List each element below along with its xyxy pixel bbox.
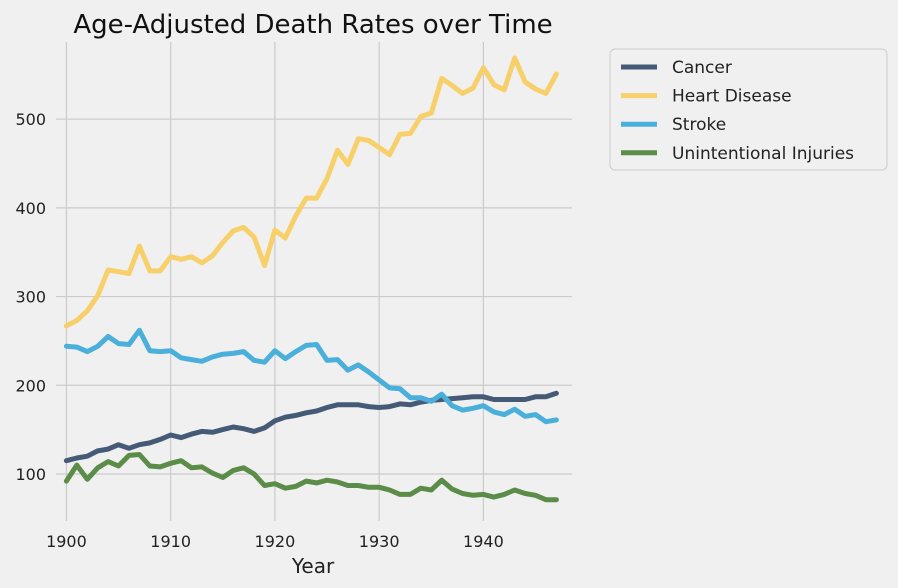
chart-title: Age-Adjusted Death Rates over Time [73, 10, 552, 40]
legend-box [609, 48, 888, 171]
x-axis-label: Year [291, 554, 335, 578]
x-tick-label: 1940 [463, 532, 504, 551]
legend-label: Cancer [672, 58, 732, 78]
tick-labels: 1900 1910 1920 1930 1940 100 200 300 400 500 [15, 110, 503, 551]
x-tick-label: 1900 [46, 532, 87, 551]
x-tick-label: 1910 [150, 532, 191, 551]
y-tick-label: 500 [15, 110, 46, 129]
series-line-1 [63, 55, 559, 329]
legend-label: Stroke [672, 115, 726, 135]
legend-label: Unintentional Injuries [672, 144, 854, 164]
grid [56, 42, 572, 521]
y-tick-label: 300 [15, 288, 46, 307]
y-tick-label: 200 [15, 376, 46, 395]
series-line-0 [63, 390, 559, 464]
x-tick-label: 1920 [255, 532, 296, 551]
legend: Cancer Heart Disease Stroke Unintentional I… [609, 48, 888, 171]
x-tick-label: 1930 [359, 532, 400, 551]
series-lines [63, 55, 559, 503]
y-tick-label: 100 [15, 465, 46, 484]
series-line-3 [63, 452, 559, 503]
legend-label: Heart Disease [672, 87, 792, 107]
y-tick-label: 400 [15, 199, 46, 218]
series-line-2 [63, 327, 559, 425]
